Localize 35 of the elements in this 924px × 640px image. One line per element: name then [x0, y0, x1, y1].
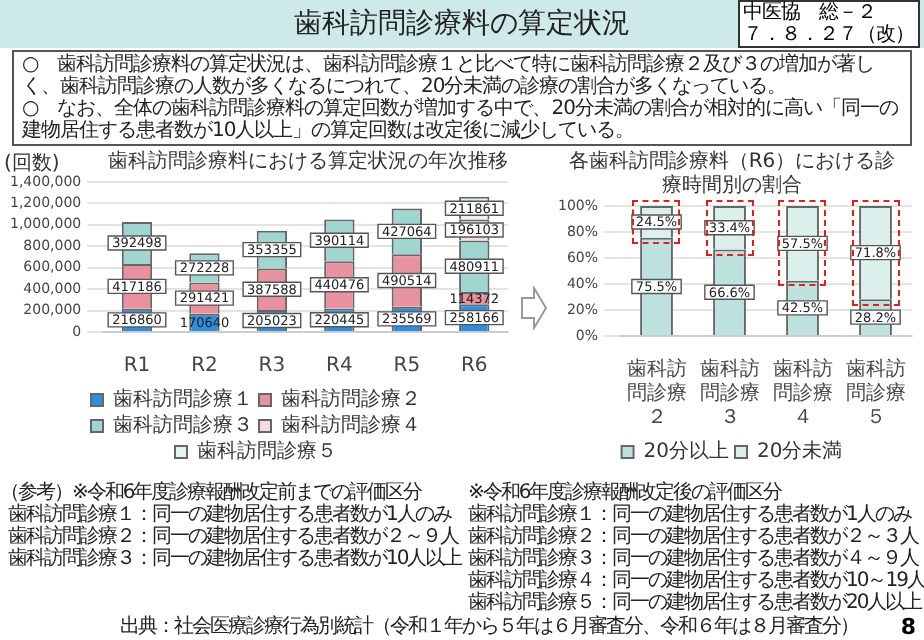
- x-tick-label: 歯科訪問診療３: [699, 357, 760, 430]
- text: ○ なお、全体の歯科訪問診療料の算定回数が増加する中で、20分未満の割合が相対的に高い「同一の建物居住する患者数が10人以上」の算定回数は改定後に減少している。: [22, 98, 900, 142]
- x-tick-label: R1: [123, 355, 151, 378]
- text: 歯科訪問診療２：同一の建物居住する患者数が２～３人: [468, 526, 921, 548]
- source-note: 出典：社会医療診療行為別統計（令和１年から５年は６月審査分、令和６年は８月審査分）: [120, 616, 858, 638]
- y-axis-title: (回数): [4, 153, 60, 176]
- text: ７．８．２７（改）: [743, 24, 914, 46]
- text: 歯科訪問診療料の算定状況: [294, 8, 630, 40]
- x-tick-label: R5: [393, 355, 421, 378]
- x-tick-label: 歯科訪問診療２: [626, 357, 687, 430]
- text: 中医協 総－２: [743, 2, 877, 24]
- legend-label: 歯科訪問診療５: [197, 439, 337, 464]
- text: （参考）: [0, 482, 72, 504]
- text: 歯科訪問診療３：同一の建物居住する患者数が10人以上: [6, 548, 464, 570]
- text: 8: [900, 614, 916, 640]
- text: ○ 歯科訪問診療料の算定状況は、歯科訪問診療１と比べて特に歯科訪問診療２及び３の増加が著しく、歯科訪問診療の人数が多くなるにつれて、20分未満の診療の割合が多くなっている。: [22, 54, 877, 98]
- chart-title: 歯科訪問診療料における算定状況の年次推移: [108, 149, 508, 174]
- text: 歯科訪問診療５：同一の建物居住する患者数が20人以上: [468, 592, 924, 614]
- text: 歯科訪問診療２：同一の建物居住する患者数が２～９人: [6, 526, 459, 548]
- text: ※令和6年度診療報酬改定前までの評価区分: [72, 482, 422, 504]
- legend-label: 20分以上: [643, 439, 730, 464]
- legend-label: 歯科訪問診療１: [113, 387, 253, 412]
- x-tick-label: 歯科訪問診療５: [845, 357, 906, 430]
- chart-title: 各歯科訪問診療料（R6）における診療時間別の割合: [568, 149, 896, 198]
- x-tick-label: 歯科訪問診療４: [772, 357, 833, 430]
- x-tick-label: R3: [258, 355, 286, 378]
- text: 歯科訪問診療３：同一の建物居住する患者数が４～９人: [468, 548, 921, 570]
- x-tick-label: R2: [191, 355, 218, 378]
- x-tick-label: R4: [326, 355, 353, 378]
- text: ※令和6年度診療報酬改定後の評価区分: [468, 482, 782, 504]
- text: 歯科訪問診療１：同一の建物居住する患者数が1人のみ: [6, 504, 454, 526]
- text: 歯科訪問診療１：同一の建物居住する患者数が1人のみ: [468, 504, 914, 526]
- text: 歯科訪問診療４：同一の建物居住する患者数が10～19人: [468, 570, 924, 592]
- legend-label: 20分未満: [757, 439, 843, 464]
- x-tick-label: R6: [460, 355, 488, 378]
